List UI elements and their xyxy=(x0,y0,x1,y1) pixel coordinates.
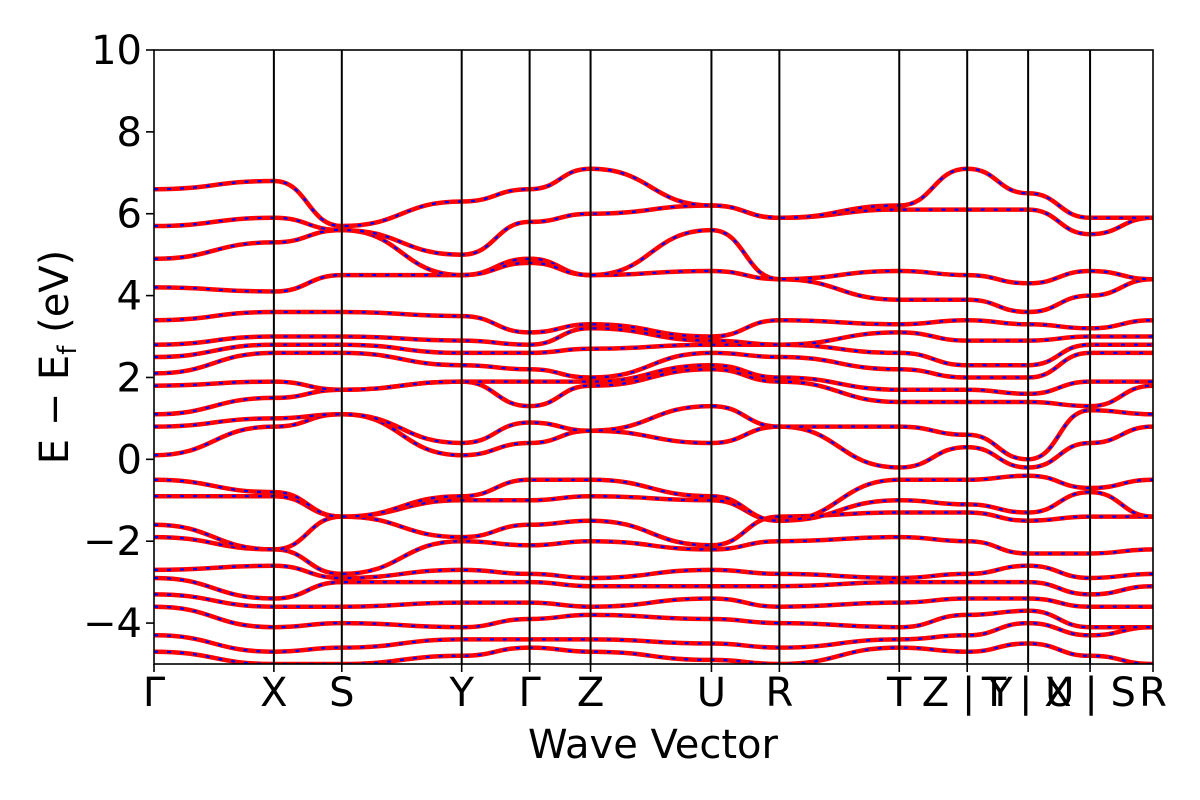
band-17-dashed xyxy=(154,327,1153,346)
band-16-solid xyxy=(154,342,1153,368)
x-tick-label: Γ xyxy=(143,670,166,716)
x-tick-label: Y xyxy=(448,670,474,716)
band-3-solid xyxy=(154,604,1153,630)
y-tick-label: 4 xyxy=(117,274,142,320)
band-6-solid xyxy=(154,563,1153,581)
y-tick-label: −2 xyxy=(83,519,142,565)
y-tick-label: 6 xyxy=(117,192,142,238)
band-7-dashed xyxy=(154,535,1153,576)
band-8-dashed xyxy=(154,511,1153,551)
y-tick-label: 0 xyxy=(117,437,142,483)
band-4-solid xyxy=(154,592,1153,609)
band-12-dashed xyxy=(154,404,1153,461)
band-19-dashed xyxy=(154,257,1153,314)
x-tick-label: T xyxy=(886,670,912,716)
y-tick-label: 8 xyxy=(117,110,142,156)
x-tick-label: X xyxy=(260,670,287,716)
band-2-dashed xyxy=(154,621,1153,653)
band-21-solid xyxy=(154,203,1153,257)
x-tick-label: T | U xyxy=(981,670,1075,716)
band-5-dashed xyxy=(154,576,1153,600)
x-tick-label: Γ xyxy=(518,670,541,716)
y-axis-title: E − Ef (eV) xyxy=(32,250,83,465)
plot-frame xyxy=(153,49,1154,665)
band-5-solid xyxy=(154,575,1153,601)
band-21-dashed xyxy=(154,204,1153,256)
band-6-dashed xyxy=(154,564,1153,580)
band-1-solid xyxy=(154,641,1153,664)
y-tick-label: 2 xyxy=(117,355,142,401)
band-22-solid xyxy=(154,166,1153,229)
band-4-dashed xyxy=(154,593,1153,608)
band-1-dashed xyxy=(154,642,1153,664)
x-tick-label: S xyxy=(329,670,354,716)
y-axis: −4 −2 0 2 4 6 8 10 xyxy=(83,28,154,647)
y-tick-label: −4 xyxy=(83,601,142,647)
x-tick-label: Z | Y xyxy=(922,670,1013,716)
high-symmetry-lines xyxy=(272,50,1092,664)
band-22-dashed xyxy=(154,167,1153,228)
x-tick-label: Z xyxy=(577,670,604,716)
x-tick-label: U xyxy=(697,670,726,716)
y-tick-label: 10 xyxy=(91,28,142,74)
band-14-dashed xyxy=(154,364,1153,395)
band-10-solid xyxy=(154,473,1153,523)
x-tick-label: R xyxy=(1139,670,1167,716)
x-tick-label: R xyxy=(765,670,793,716)
band-20-dashed xyxy=(154,228,1153,285)
x-tick-label: X | S xyxy=(1044,670,1136,716)
band-13-dashed xyxy=(154,368,1153,416)
x-axis-title: Wave Vector xyxy=(528,722,779,768)
band-18-dashed xyxy=(154,310,1153,338)
y-axis-title-unit: (eV) xyxy=(32,250,78,346)
band-15-dashed xyxy=(154,351,1153,379)
band-11-solid xyxy=(154,412,1153,470)
band-19-solid xyxy=(154,256,1153,315)
y-axis-title-subscript: f xyxy=(53,345,83,355)
axes-box xyxy=(153,49,1154,665)
y-axis-title-main: E − E xyxy=(32,355,78,465)
band-lines xyxy=(154,166,1153,664)
band-18-solid xyxy=(154,309,1153,339)
band-20-solid xyxy=(154,227,1153,286)
